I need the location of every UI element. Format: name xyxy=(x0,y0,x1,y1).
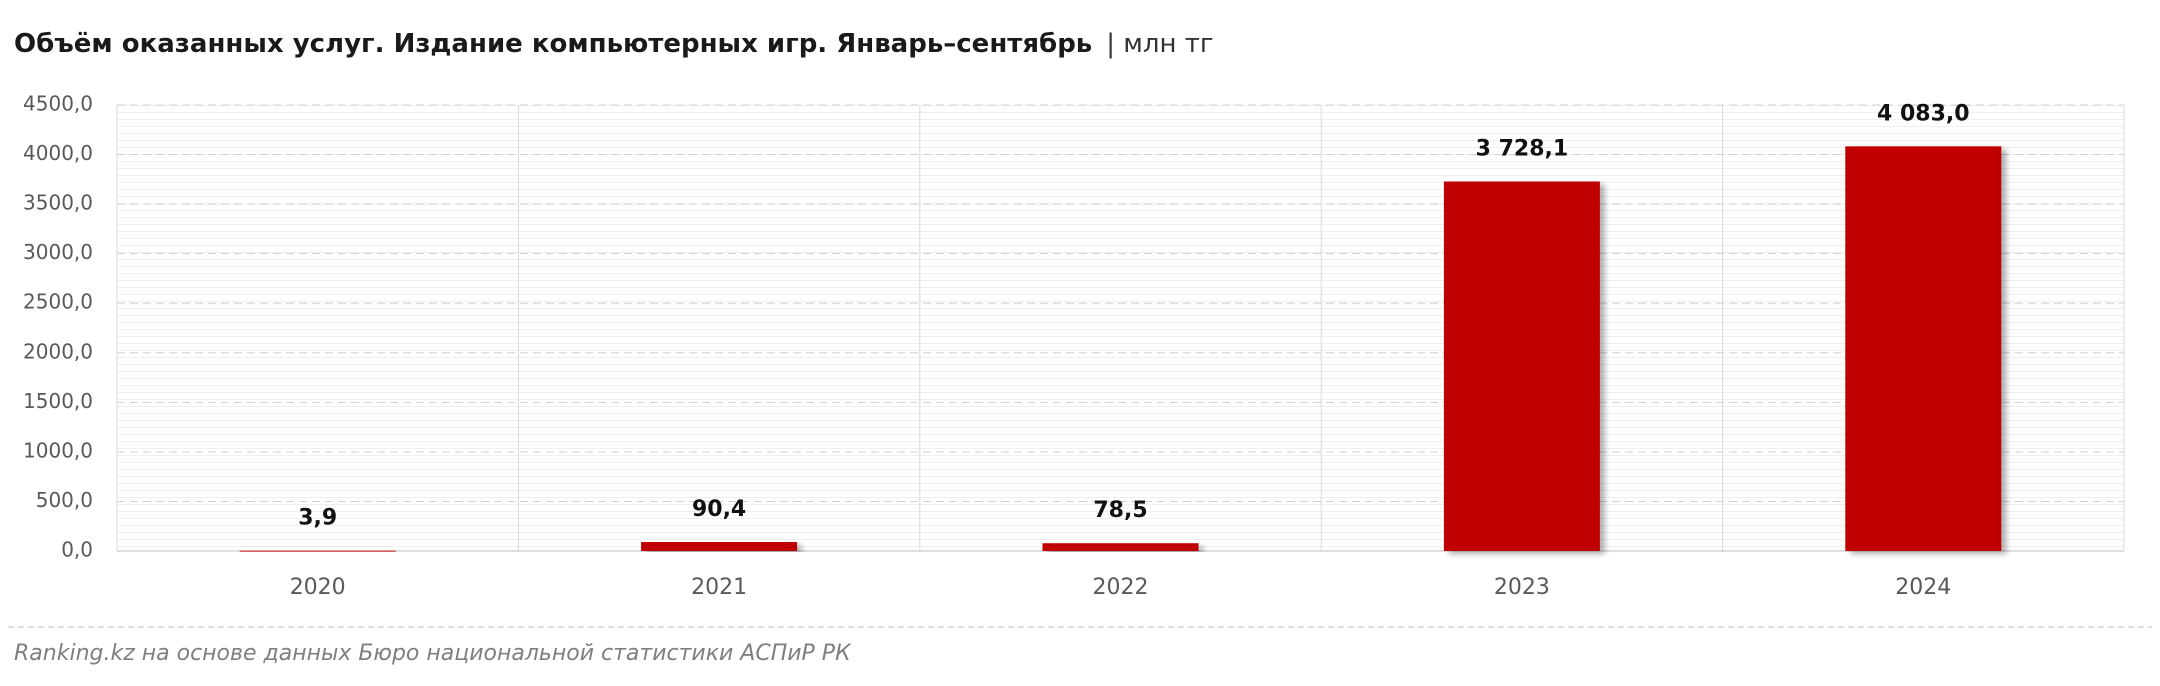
y-tick-label: 1000,0 xyxy=(23,438,93,462)
y-tick-label: 0,0 xyxy=(61,538,93,562)
plot-background xyxy=(117,105,2124,551)
y-tick-label: 4000,0 xyxy=(23,141,93,165)
source: Ranking.kz на основе данных Бюро национа… xyxy=(14,641,852,666)
bar xyxy=(641,542,798,551)
data-label: 78,5 xyxy=(1093,498,1147,523)
x-tick-label: 2022 xyxy=(1093,575,1149,600)
y-tick-label: 2500,0 xyxy=(23,290,93,314)
subtitle: | млн тг xyxy=(1106,29,1213,59)
x-tick-label: 2024 xyxy=(1895,575,1951,600)
bar xyxy=(1845,146,2002,551)
x-tick-label: 2021 xyxy=(691,575,747,600)
x-tick-label: 2023 xyxy=(1494,575,1550,600)
y-tick-label: 2000,0 xyxy=(23,339,93,363)
y-tick-label: 3000,0 xyxy=(23,240,93,264)
data-label: 4 083,0 xyxy=(1877,101,1970,126)
title: Объём оказанных услуг. Издание компьютер… xyxy=(14,29,1092,59)
y-tick-label: 3500,0 xyxy=(23,191,93,215)
x-tick-label: 2020 xyxy=(290,575,346,600)
data-label: 3,9 xyxy=(298,506,337,531)
bar xyxy=(1443,181,1600,552)
bar xyxy=(239,550,396,552)
data-label: 3 728,1 xyxy=(1476,137,1569,162)
y-tick-label: 500,0 xyxy=(36,488,93,512)
y-tick-label: 4500,0 xyxy=(23,92,93,116)
bar xyxy=(1042,543,1199,551)
data-label: 90,4 xyxy=(692,497,746,522)
chart-title: Объём оказанных услуг. Издание компьютер… xyxy=(14,29,1214,59)
y-tick-label: 1500,0 xyxy=(23,389,93,413)
